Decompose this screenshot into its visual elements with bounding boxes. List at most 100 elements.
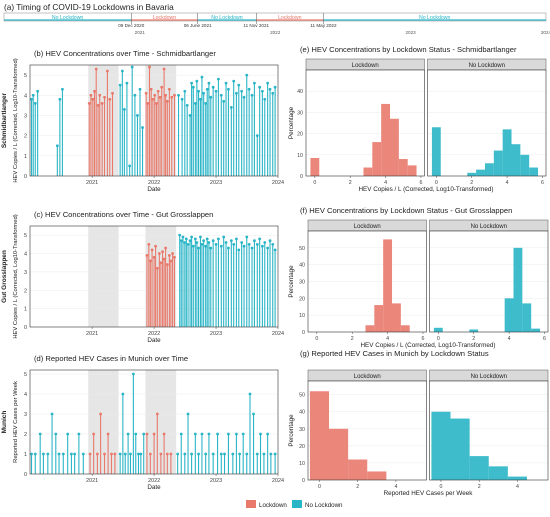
data-point <box>184 237 188 241</box>
data-point <box>235 91 238 95</box>
data-point <box>30 97 33 101</box>
data-point <box>253 239 256 243</box>
data-point <box>240 241 244 244</box>
plot-frame <box>29 369 279 475</box>
histogram-bar <box>488 466 508 480</box>
y-tick-label: 40 <box>299 410 305 416</box>
timeline-year-label: 2024 <box>541 30 550 35</box>
histogram-bar <box>513 247 523 332</box>
histogram-bar <box>476 169 485 176</box>
data-point <box>110 452 113 456</box>
data-point <box>113 452 117 456</box>
y-tick-label: 4 <box>24 252 27 258</box>
histogram-bar <box>400 325 410 332</box>
data-point <box>195 79 199 83</box>
data-point <box>183 452 187 456</box>
x-axis-label: Date <box>147 337 161 344</box>
histogram-bar <box>329 428 349 480</box>
histogram-bar <box>431 127 441 176</box>
y-axis-label: Percentage <box>288 106 295 139</box>
x-tick-label: 4 <box>516 484 519 490</box>
data-point <box>118 452 122 456</box>
data-point <box>258 85 262 89</box>
data-point <box>128 164 132 168</box>
lockdown-shade <box>145 65 177 176</box>
row-label: Gut Grosslappen <box>1 250 8 303</box>
y-tick-label: 10 <box>299 461 305 467</box>
data-point <box>255 452 259 456</box>
data-point <box>95 452 99 456</box>
y-tick-label: 30 <box>299 427 305 433</box>
data-point <box>268 87 272 91</box>
facet-label: Lockdown <box>354 374 381 380</box>
timeseries-panel-b: (b) HEV Concentrations over Time - Schmi… <box>1 49 284 193</box>
data-point <box>55 144 59 148</box>
data-point <box>181 235 185 239</box>
data-point <box>106 69 109 73</box>
y-tick-label: 2 <box>24 432 27 438</box>
facet-frame <box>305 69 425 177</box>
y-tick-label: 20 <box>299 296 305 302</box>
data-point <box>30 452 33 456</box>
histogram-bar <box>374 305 384 332</box>
data-point <box>207 81 211 85</box>
data-point <box>154 244 158 248</box>
x-tick-label: 0 <box>439 484 442 490</box>
timeline-year-label: 2023 <box>405 30 416 35</box>
timeline-date-label: 06 June 2021 <box>184 23 212 28</box>
data-point <box>169 259 173 263</box>
facet-lockdown: Lockdown 0 2 4 6 0 10 20 30 40 50 <box>299 219 427 342</box>
data-point <box>169 452 173 456</box>
data-point <box>204 101 208 105</box>
data-point <box>148 259 152 263</box>
data-point <box>131 372 135 376</box>
data-point <box>142 432 146 436</box>
data-point <box>91 97 95 101</box>
x-tick-label: 6 <box>541 180 544 186</box>
data-point <box>271 91 275 95</box>
data-point <box>144 91 148 95</box>
data-point <box>148 65 151 69</box>
y-tick-label: 3 <box>24 270 27 276</box>
data-point <box>273 248 277 252</box>
x-tick-label: 0 <box>437 336 440 342</box>
data-point <box>81 452 85 456</box>
data-point <box>179 432 183 436</box>
histogram-bar <box>309 391 330 480</box>
data-point <box>241 432 245 436</box>
data-point <box>89 93 93 97</box>
data-point <box>242 244 246 248</box>
data-point <box>177 93 180 97</box>
facet-no_lockdown: No Lockdown 0 2 4 6 <box>429 219 549 342</box>
data-point <box>263 97 267 101</box>
y-tick-label: 0 <box>300 174 303 180</box>
data-point <box>188 239 192 243</box>
data-point <box>200 242 204 246</box>
legend: Lockdown No Lockdown <box>246 500 343 509</box>
y-tick-label: 0 <box>24 472 27 478</box>
data-point <box>139 452 143 456</box>
y-tick-label: 30 <box>299 280 305 286</box>
plot-frame <box>29 64 279 177</box>
panel-title: (c) HEV Concentrations over Time - Gut G… <box>34 210 213 219</box>
histogram-bar <box>365 325 375 332</box>
data-point <box>200 432 204 436</box>
x-tick-label: 2021 <box>86 331 98 337</box>
data-point <box>255 242 259 246</box>
y-tick-label: 1 <box>24 452 27 458</box>
data-point <box>217 237 220 241</box>
histogram-bar <box>407 165 417 176</box>
data-point <box>179 239 183 243</box>
data-point <box>193 237 197 241</box>
histogram-bar <box>398 159 408 176</box>
y-tick-label: 3 <box>24 412 27 418</box>
data-point <box>190 452 193 456</box>
data-point <box>165 263 169 266</box>
data-point <box>165 99 169 103</box>
data-point <box>98 93 102 97</box>
data-point <box>103 95 106 99</box>
x-tick-label: 2 <box>478 484 481 490</box>
timeseries-panel-c: (c) HEV Concentrations over Time - Gut G… <box>1 210 284 344</box>
data-point <box>255 134 259 138</box>
